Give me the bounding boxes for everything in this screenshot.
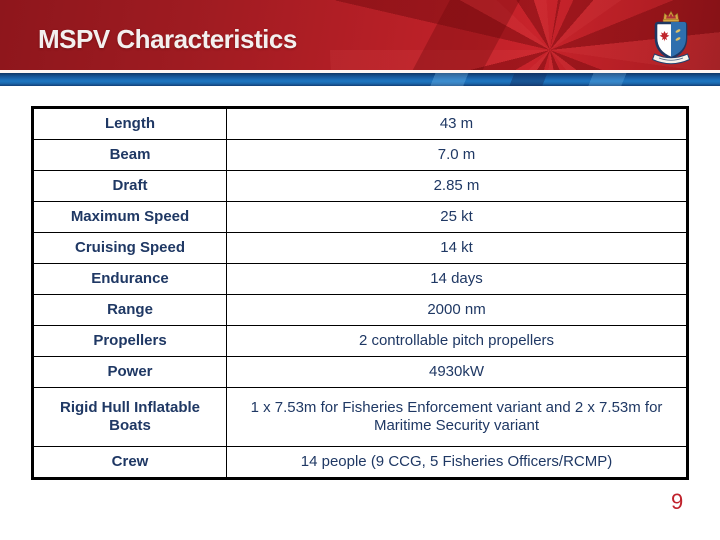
table-row: Endurance 14 days: [32, 263, 688, 295]
row-value: 7.0 m: [226, 139, 688, 171]
page-title: MSPV Characteristics: [38, 24, 297, 54]
table-row: Cruising Speed 14 kt: [32, 232, 688, 264]
white-separator-line: [0, 70, 720, 73]
crown-icon: [662, 10, 680, 23]
ribbon-icon: [651, 53, 691, 65]
row-value: 2.85 m: [226, 170, 688, 202]
table-row: Rigid Hull Inflatable Boats 1 x 7.53m fo…: [32, 387, 688, 447]
characteristics-table: Length 43 m Beam 7.0 m Draft 2.85 m Maxi…: [31, 106, 689, 480]
row-label: Rigid Hull Inflatable Boats: [32, 387, 227, 447]
row-value: 43 m: [226, 107, 688, 140]
row-label: Length: [32, 107, 227, 140]
row-label: Cruising Speed: [32, 232, 227, 264]
row-value: 25 kt: [226, 201, 688, 233]
coast-guard-crest-icon: [651, 10, 691, 65]
table-row: Crew 14 people (9 CCG, 5 Fisheries Offic…: [32, 446, 688, 479]
row-value: 2 controllable pitch propellers: [226, 325, 688, 357]
table-row: Propellers 2 controllable pitch propelle…: [32, 325, 688, 357]
table-row: Draft 2.85 m: [32, 170, 688, 202]
table-row: Range 2000 nm: [32, 294, 688, 326]
shield-icon: [654, 21, 688, 60]
stripe-streak-decoration: [396, 73, 720, 86]
row-value: 14 people (9 CCG, 5 Fisheries Officers/R…: [226, 446, 688, 479]
row-label: Power: [32, 356, 227, 388]
row-value: 4930kW: [226, 356, 688, 388]
row-label: Endurance: [32, 263, 227, 295]
page-number: 9: [671, 489, 684, 514]
row-label: Propellers: [32, 325, 227, 357]
row-value: 1 x 7.53m for Fisheries Enforcement vari…: [226, 387, 688, 447]
table-row: Maximum Speed 25 kt: [32, 201, 688, 233]
row-value: 2000 nm: [226, 294, 688, 326]
blue-accent-stripe: [0, 73, 720, 86]
maple-leaf-icon: [659, 31, 670, 42]
table-row: Power 4930kW: [32, 356, 688, 388]
row-value: 14 kt: [226, 232, 688, 264]
row-label: Crew: [32, 446, 227, 479]
row-value: 14 days: [226, 263, 688, 295]
row-label: Maximum Speed: [32, 201, 227, 233]
row-label: Beam: [32, 139, 227, 171]
row-label: Range: [32, 294, 227, 326]
row-label: Draft: [32, 170, 227, 202]
header-banner: MSPV Characteristics: [0, 0, 720, 70]
table-row: Length 43 m: [32, 107, 688, 140]
table-row: Beam 7.0 m: [32, 139, 688, 171]
